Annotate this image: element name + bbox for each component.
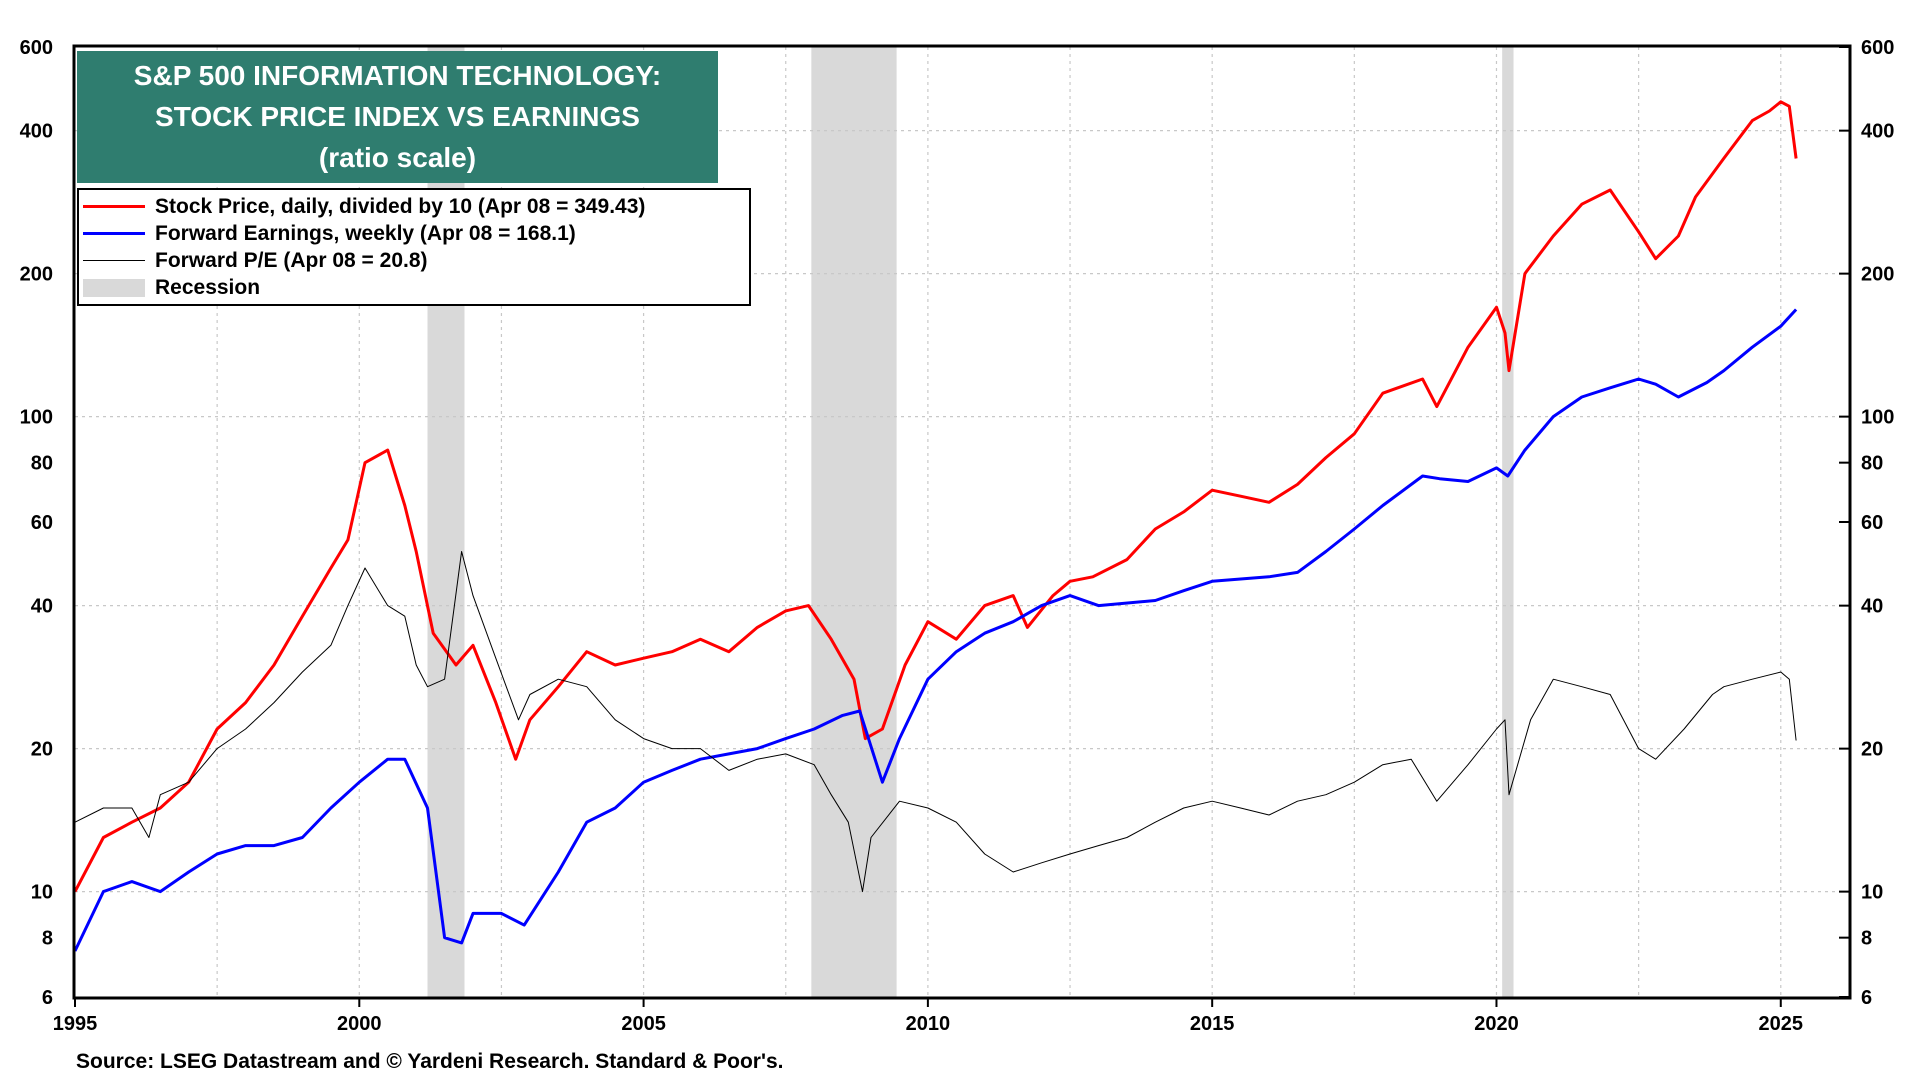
y-tick-label-right-10: 600 [1861,37,1894,59]
series-line-1 [73,308,1798,952]
legend-item-stock-price: Stock Price, daily, divided by 10 (Apr 0… [79,193,749,220]
legend-swatch-recession [83,278,145,297]
y-tick-label-left-10: 600 [20,37,53,59]
legend-item-forward-pe: Forward P/E (Apr 08 = 20.8) [79,247,749,274]
chart-title-line-2: STOCK PRICE INDEX VS EARNINGS [155,101,640,132]
legend-label-forward-earnings: Forward Earnings, weekly (Apr 08 = 168.1… [155,221,576,245]
recession-band-1 [811,47,897,997]
y-tick-label-right-3: 20 [1861,739,1883,761]
plot-frame [72,44,1852,1000]
y-tick-label-left-1: 8 [42,928,53,950]
y-tick-label-left-8: 200 [20,264,53,286]
x-tick-label-6: 2025 [1759,1013,1804,1035]
y-tick-label-left-9: 400 [20,121,53,143]
x-tick-label-1: 2000 [337,1013,382,1035]
y-tick-label-right-5: 60 [1861,512,1883,534]
y-tick-label-right-4: 40 [1861,596,1883,618]
y-tick-label-right-1: 8 [1861,928,1872,950]
x-tick-label-2: 2005 [621,1013,666,1035]
y-tick-label-right-9: 400 [1861,121,1894,143]
legend-label-stock-price: Stock Price, daily, divided by 10 (Apr 0… [155,194,646,218]
legend: Stock Price, daily, divided by 10 (Apr 0… [77,188,751,306]
y-tick-label-left-0: 6 [42,987,53,1009]
legend-label-forward-pe: Forward P/E (Apr 08 = 20.8) [155,248,428,272]
legend-label-recession: Recession [155,275,261,299]
y-tick-label-left-4: 40 [31,596,53,618]
x-tick-label-5: 2020 [1474,1013,1519,1035]
recession-band-2 [1502,47,1514,997]
legend-swatch-forward-pe [83,260,145,261]
series-line-0 [73,100,1798,893]
chart-title-line-1: S&P 500 INFORMATION TECHNOLOGY: [133,60,662,91]
series-line-2 [74,551,1797,893]
y-tick-label-left-7: 100 [20,407,53,429]
chart-title-line-3: (ratio scale) [318,142,477,173]
y-tick-label-left-5: 60 [31,512,53,534]
series-lines [73,100,1798,952]
legend-item-recession: Recession [79,274,749,301]
y-tick-label-right-6: 80 [1861,453,1883,475]
x-tick-label-4: 2015 [1190,1013,1235,1035]
y-tick-label-right-7: 100 [1861,407,1894,429]
y-tick-label-right-2: 10 [1861,882,1883,904]
y-tick-label-left-6: 80 [31,453,53,475]
legend-swatch-forward-earnings [83,232,145,235]
y-tick-label-left-2: 10 [31,882,53,904]
y-tick-label-right-0: 6 [1861,987,1872,1009]
x-tick-label-3: 2010 [906,1013,951,1035]
legend-item-forward-earnings: Forward Earnings, weekly (Apr 08 = 168.1… [79,220,749,247]
y-tick-label-left-3: 20 [31,739,53,761]
legend-swatch-stock-price [83,205,145,208]
y-tick-label-right-8: 200 [1861,264,1894,286]
chart-title: S&P 500 INFORMATION TECHNOLOGY: STOCK PR… [77,51,718,183]
x-tick-label-0: 1995 [53,1013,98,1035]
source-note: Source: LSEG Datastream and © Yardeni Re… [76,1050,784,1073]
